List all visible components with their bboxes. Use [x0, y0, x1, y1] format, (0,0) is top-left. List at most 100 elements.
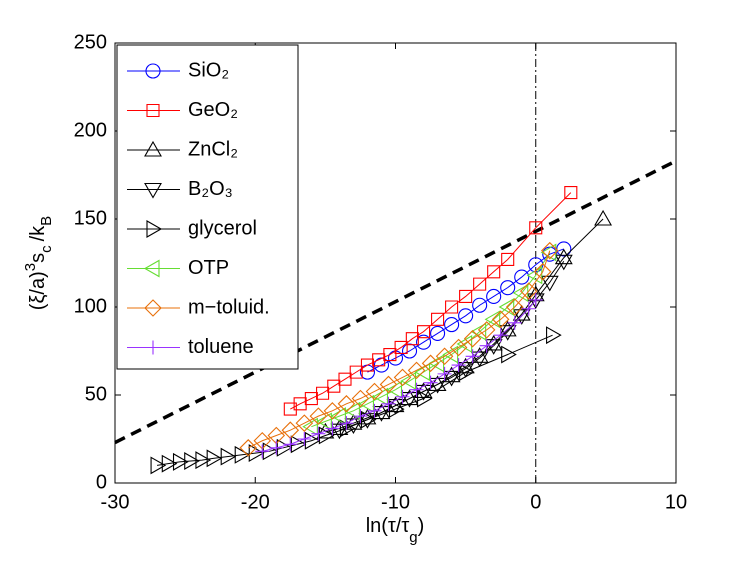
marker: [564, 186, 578, 200]
marker: [304, 431, 321, 450]
marker: [477, 321, 496, 339]
marker: [172, 452, 189, 471]
marker: [417, 389, 433, 408]
marker: [428, 375, 447, 391]
marker: [248, 444, 265, 463]
x-tick-label: -10: [381, 491, 410, 513]
marker: [239, 439, 258, 457]
marker: [409, 382, 424, 397]
marker: [512, 309, 531, 325]
marker: [431, 312, 445, 326]
x-axis-label: ln(τ/τg): [366, 515, 425, 546]
legend-label: OTP: [188, 257, 229, 279]
marker: [501, 252, 515, 267]
x-tick-label: -20: [241, 491, 270, 513]
marker: [472, 297, 488, 313]
marker: [234, 445, 251, 464]
marker: [323, 402, 342, 420]
y-label-sup: 3: [22, 263, 39, 271]
marker: [161, 454, 178, 473]
marker: [184, 452, 200, 470]
marker: [512, 304, 531, 321]
marker: [349, 365, 363, 379]
marker: [414, 382, 433, 399]
series-line: [290, 192, 572, 410]
legend-label: B₂O₃: [188, 178, 233, 200]
marker: [484, 310, 501, 329]
marker: [421, 354, 440, 373]
marker: [372, 353, 386, 367]
marker: [144, 299, 162, 317]
marker: [311, 426, 326, 441]
marker: [470, 351, 489, 368]
x-label-part: ln(τ/τ: [366, 515, 410, 537]
marker: [255, 444, 270, 459]
y-label-part: /k: [27, 225, 49, 242]
marker: [400, 371, 417, 390]
marker: [498, 298, 515, 316]
marker: [473, 277, 487, 291]
marker: [295, 414, 314, 432]
x-tick-label: 0: [530, 491, 541, 513]
legend-label: GeO₂: [188, 99, 238, 121]
y-tick-label: 200: [74, 119, 107, 141]
marker: [487, 265, 501, 279]
marker: [150, 456, 167, 475]
legend-label: toluene: [188, 336, 254, 358]
marker: [519, 282, 538, 300]
marker: [360, 410, 377, 429]
y-axis-label: (ξ/a)3sc/kB: [22, 216, 55, 310]
marker: [417, 325, 431, 339]
marker: [445, 300, 459, 314]
marker: [470, 347, 489, 363]
marker: [415, 334, 432, 350]
marker: [339, 416, 354, 431]
marker: [435, 347, 454, 366]
marker: [293, 397, 307, 411]
marker: [463, 329, 482, 348]
marker: [297, 432, 312, 446]
marker: [449, 338, 468, 357]
marker: [337, 395, 356, 413]
marker: [542, 246, 558, 262]
marker: [338, 372, 352, 386]
marker: [498, 320, 517, 337]
marker: [393, 368, 412, 387]
marker: [501, 345, 517, 364]
marker: [394, 340, 408, 355]
y-label-part: s: [27, 253, 49, 263]
marker: [529, 221, 543, 235]
marker: [556, 241, 572, 257]
marker: [533, 263, 552, 281]
marker: [309, 407, 328, 425]
marker: [594, 209, 613, 226]
marker: [379, 375, 398, 394]
marker: [554, 248, 573, 265]
marker: [400, 391, 419, 408]
marker: [325, 421, 340, 436]
marker: [554, 254, 573, 271]
y-tick-label: 50: [85, 383, 107, 405]
series-line: [248, 250, 551, 449]
marker: [521, 301, 536, 316]
x-label-part: ): [418, 515, 425, 537]
marker: [459, 363, 475, 382]
marker: [360, 358, 374, 372]
marker: [372, 406, 391, 422]
y-label-part: (ξ/a): [27, 271, 49, 310]
marker: [302, 417, 318, 436]
legend-label: ZnCl₂: [188, 138, 238, 160]
marker: [146, 340, 160, 355]
marker: [146, 103, 160, 118]
marker: [437, 366, 452, 381]
marker: [206, 449, 223, 468]
x-tick-label: 10: [665, 491, 687, 513]
marker: [144, 140, 162, 157]
y-tick-label: 150: [74, 207, 107, 229]
series-line: [367, 248, 564, 373]
marker: [316, 386, 330, 400]
marker: [386, 396, 405, 413]
marker: [491, 310, 510, 329]
legend-box: [116, 44, 299, 370]
